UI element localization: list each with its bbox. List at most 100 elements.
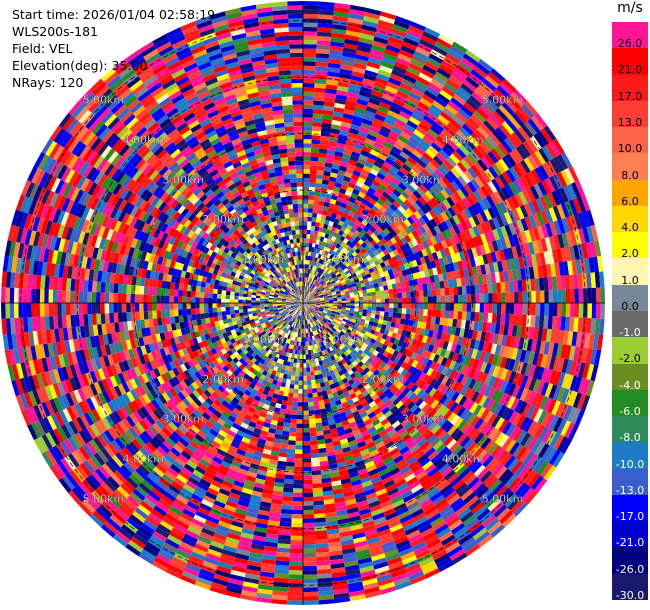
velocity-gate — [432, 267, 438, 276]
velocity-gate — [122, 312, 128, 322]
velocity-gate — [386, 239, 394, 247]
velocity-gate — [581, 273, 588, 289]
velocity-gate — [345, 298, 351, 301]
velocity-gate — [405, 207, 414, 217]
velocity-gate — [422, 181, 432, 191]
velocity-gate — [526, 138, 539, 153]
velocity-gate — [421, 193, 431, 203]
velocity-gate — [298, 225, 303, 230]
velocity-gate — [467, 181, 477, 193]
velocity-gate — [297, 190, 303, 196]
velocity-gate — [324, 286, 330, 291]
velocity-gate — [423, 202, 433, 212]
velocity-gate — [396, 216, 404, 225]
velocity-gate — [212, 303, 217, 308]
velocity-gate — [524, 216, 533, 230]
velocity-gate — [452, 214, 461, 225]
velocity-gate — [433, 194, 443, 205]
velocity-gate — [294, 134, 303, 140]
velocity-gate — [156, 310, 162, 319]
velocity-gate — [366, 264, 373, 270]
velocity-gate — [432, 206, 441, 217]
velocity-gate — [361, 242, 368, 249]
velocity-gate — [359, 279, 365, 285]
velocity-gate — [400, 281, 406, 288]
velocity-gate — [309, 293, 313, 298]
velocity-gate — [496, 282, 502, 293]
velocity-gate — [485, 135, 498, 149]
velocity-gate — [360, 254, 366, 260]
velocity-gate — [312, 109, 324, 115]
velocity-gate — [509, 258, 517, 270]
velocity-gate — [491, 240, 499, 252]
velocity-gate — [303, 52, 317, 58]
velocity-gate — [373, 243, 380, 250]
velocity-gate — [470, 285, 476, 295]
velocity-gate — [169, 309, 175, 317]
velocity-gate — [309, 182, 316, 188]
velocity-gate — [469, 192, 479, 204]
velocity-gate — [458, 251, 466, 261]
velocity-gate — [526, 254, 534, 268]
velocity-gate — [430, 260, 437, 269]
velocity-gate — [544, 237, 552, 251]
velocity-gate — [234, 292, 240, 297]
velocity-gate — [456, 278, 462, 287]
velocity-gate — [532, 240, 540, 254]
velocity-gate — [323, 296, 329, 299]
velocity-gate — [281, 165, 289, 171]
velocity-gate — [463, 208, 473, 219]
velocity-gate — [108, 292, 114, 303]
velocity-gate — [397, 232, 405, 240]
velocity-gate — [426, 238, 434, 247]
velocity-gate — [472, 147, 485, 160]
velocity-gate — [516, 177, 526, 192]
velocity-gate — [420, 205, 429, 215]
velocity-gate — [221, 303, 226, 308]
velocity-gate — [512, 233, 520, 247]
velocity-gate — [529, 135, 542, 151]
velocity-gate — [310, 165, 318, 170]
velocity-gate — [333, 285, 339, 289]
velocity-gate — [303, 173, 310, 179]
velocity-gate — [514, 129, 527, 144]
velocity-gate — [288, 165, 296, 170]
velocity-gate — [503, 270, 509, 282]
velocity-gate — [440, 162, 451, 174]
velocity-gate — [423, 255, 431, 263]
velocity-gate — [362, 266, 369, 272]
velocity-gate — [457, 260, 464, 270]
velocity-gate — [310, 225, 316, 231]
velocity-gate — [370, 262, 376, 268]
velocity-gate — [379, 261, 386, 268]
velocity-gate — [496, 227, 505, 239]
velocity-gate — [339, 287, 344, 291]
velocity-gate — [533, 183, 544, 198]
velocity-gate — [303, 251, 306, 256]
velocity-gate — [587, 287, 593, 303]
velocity-gate — [373, 229, 380, 237]
velocity-gate — [451, 204, 460, 215]
velocity-gate — [393, 298, 398, 303]
velocity-gate — [532, 213, 541, 227]
velocity-gate — [347, 275, 353, 280]
velocity-gate — [523, 157, 535, 172]
velocity-gate — [524, 267, 531, 280]
velocity-gate — [348, 254, 355, 260]
velocity-gate — [536, 211, 546, 226]
velocity-gate — [338, 268, 344, 274]
velocity-gate — [526, 279, 532, 292]
velocity-gate — [403, 262, 410, 270]
velocity-gate — [246, 303, 252, 306]
velocity-gate — [519, 143, 531, 158]
velocity-gate — [457, 175, 467, 187]
velocity-gate — [535, 252, 542, 266]
velocity-gate — [381, 276, 387, 282]
velocity-gate — [492, 129, 505, 143]
velocity-gate — [313, 91, 326, 97]
velocity-gate — [492, 292, 498, 303]
velocity-gate — [303, 9, 319, 15]
velocity-gate — [431, 252, 439, 261]
velocity-gate — [504, 236, 512, 249]
velocity-gate — [523, 173, 534, 188]
